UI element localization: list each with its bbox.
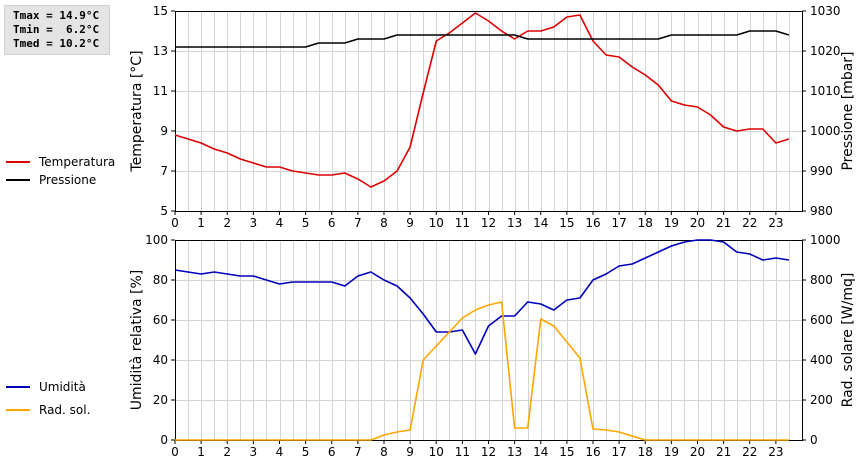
y-right-tick-label: 1010 <box>810 84 841 98</box>
x-tick-label: 23 <box>768 216 783 230</box>
y-left-tick-label: 40 <box>153 353 168 367</box>
x-tick-label: 19 <box>664 445 679 459</box>
x-tick-label: 11 <box>455 216 470 230</box>
x-tick-label: 19 <box>664 216 679 230</box>
x-tick-label: 9 <box>406 216 414 230</box>
x-tick-label: 7 <box>354 445 362 459</box>
y-left-tick-label: 11 <box>153 84 168 98</box>
x-tick-label: 10 <box>429 445 444 459</box>
x-tick-label: 17 <box>611 445 626 459</box>
y-right-tick-label: 990 <box>810 164 833 178</box>
tmin-text: Tmin = 6.2°C <box>13 23 100 36</box>
grid <box>175 240 802 440</box>
x-tick-label: 16 <box>585 445 600 459</box>
x-tick-label: 14 <box>533 216 548 230</box>
temperature-pressure-panel: 0 1 2 3 4 5 6 7 8 9 10 11 12 13 14 15 16 17 18 19 20 21 22 2357… <box>6 4 856 230</box>
series-line-0 <box>174 12 790 188</box>
y-right-tick-label: 400 <box>810 353 833 367</box>
y-right-tick-label: 980 <box>810 204 833 218</box>
x-tick-label: 9 <box>406 445 414 459</box>
plot-area <box>175 240 802 440</box>
legend-label: Temperatura <box>38 155 115 169</box>
x-tick-label: 5 <box>302 216 310 230</box>
x-tick-label: 8 <box>380 445 388 459</box>
x-tick-label: 4 <box>276 216 284 230</box>
series-line-1 <box>175 30 790 48</box>
y-left-tick-label: 80 <box>153 273 168 287</box>
y-left-tick-label: 7 <box>160 164 168 178</box>
x-tick-label: 21 <box>716 445 731 459</box>
y-left-tick-label: 5 <box>160 204 168 218</box>
y-right-tick-label: 600 <box>810 313 833 327</box>
legend-label: Umidità <box>39 380 86 394</box>
x-tick-label: 11 <box>455 445 470 459</box>
x-tick-label: 0 <box>171 216 179 230</box>
x-tick-label: 22 <box>742 445 757 459</box>
y-right-tick-label: 1000 <box>810 124 841 138</box>
x-tick-label: 6 <box>328 445 336 459</box>
tmed-text: Tmed = 10.2°C <box>13 37 100 50</box>
y-left-axis-title: Umidità relativa [%] <box>129 270 145 411</box>
x-tick-label: 7 <box>354 216 362 230</box>
grid <box>175 11 802 211</box>
x-tick-label: 0 <box>171 445 179 459</box>
x-tick-label: 13 <box>507 445 522 459</box>
x-tick-label: 15 <box>559 445 574 459</box>
series-line-1 <box>175 301 789 441</box>
y-right-tick-label: 1000 <box>810 233 841 247</box>
stats-box: Tmax = 14.9°C Tmin = 6.2°C Tmed = 10.2°C <box>4 5 110 55</box>
humidity-radiation-panel: 0 1 2 3 4 5 6 7 8 9 10 11 12 13 14 15 16 17 18 19 20 21 22 2302… <box>6 233 856 459</box>
x-tick-label: 15 <box>559 216 574 230</box>
x-tick-label: 2 <box>223 216 231 230</box>
x-tick-label: 13 <box>507 216 522 230</box>
x-tick-label: 4 <box>276 445 284 459</box>
y-left-axis-title: Temperatura [°C] <box>129 50 145 172</box>
x-tick-label: 23 <box>768 445 783 459</box>
x-tick-label: 12 <box>481 445 496 459</box>
series-line-0 <box>174 239 790 355</box>
y-right-tick-label: 1030 <box>810 4 841 18</box>
y-right-tick-label: 200 <box>810 393 833 407</box>
y-left-tick-label: 100 <box>145 233 168 247</box>
plot-area <box>175 11 802 211</box>
x-tick-label: 8 <box>380 216 388 230</box>
y-right-tick-label: 800 <box>810 273 833 287</box>
x-tick-label: 2 <box>223 445 231 459</box>
y-right-tick-label: 0 <box>810 433 818 447</box>
y-left-tick-label: 9 <box>160 124 168 138</box>
x-tick-label: 10 <box>429 216 444 230</box>
x-tick-label: 12 <box>481 216 496 230</box>
x-tick-label: 5 <box>302 445 310 459</box>
y-right-axis-title: Rad. solare [W/mq] <box>840 273 856 408</box>
x-tick-label: 3 <box>250 445 258 459</box>
legend-label: Pressione <box>39 173 96 187</box>
x-tick-label: 21 <box>716 216 731 230</box>
x-tick-label: 20 <box>690 445 705 459</box>
legend-label: Rad. sol. <box>39 403 90 417</box>
x-tick-label: 20 <box>690 216 705 230</box>
x-tick-label: 14 <box>533 445 548 459</box>
y-left-tick-label: 0 <box>160 433 168 447</box>
y-right-axis-title: Pressione [mbar] <box>840 51 856 170</box>
tmax-text: Tmax = 14.9°C <box>13 9 100 22</box>
x-tick-label: 22 <box>742 216 757 230</box>
x-tick-label: 1 <box>197 445 205 459</box>
x-tick-label: 16 <box>585 216 600 230</box>
x-tick-label: 6 <box>328 216 336 230</box>
y-left-tick-label: 15 <box>153 4 168 18</box>
x-tick-label: 3 <box>250 216 258 230</box>
x-tick-label: 18 <box>638 216 653 230</box>
y-right-tick-label: 1020 <box>810 44 841 58</box>
x-tick-label: 17 <box>611 216 626 230</box>
x-tick-label: 18 <box>638 445 653 459</box>
y-left-tick-label: 60 <box>153 313 168 327</box>
x-tick-label: 1 <box>197 216 205 230</box>
y-left-tick-label: 13 <box>153 44 168 58</box>
y-left-tick-label: 20 <box>153 393 168 407</box>
